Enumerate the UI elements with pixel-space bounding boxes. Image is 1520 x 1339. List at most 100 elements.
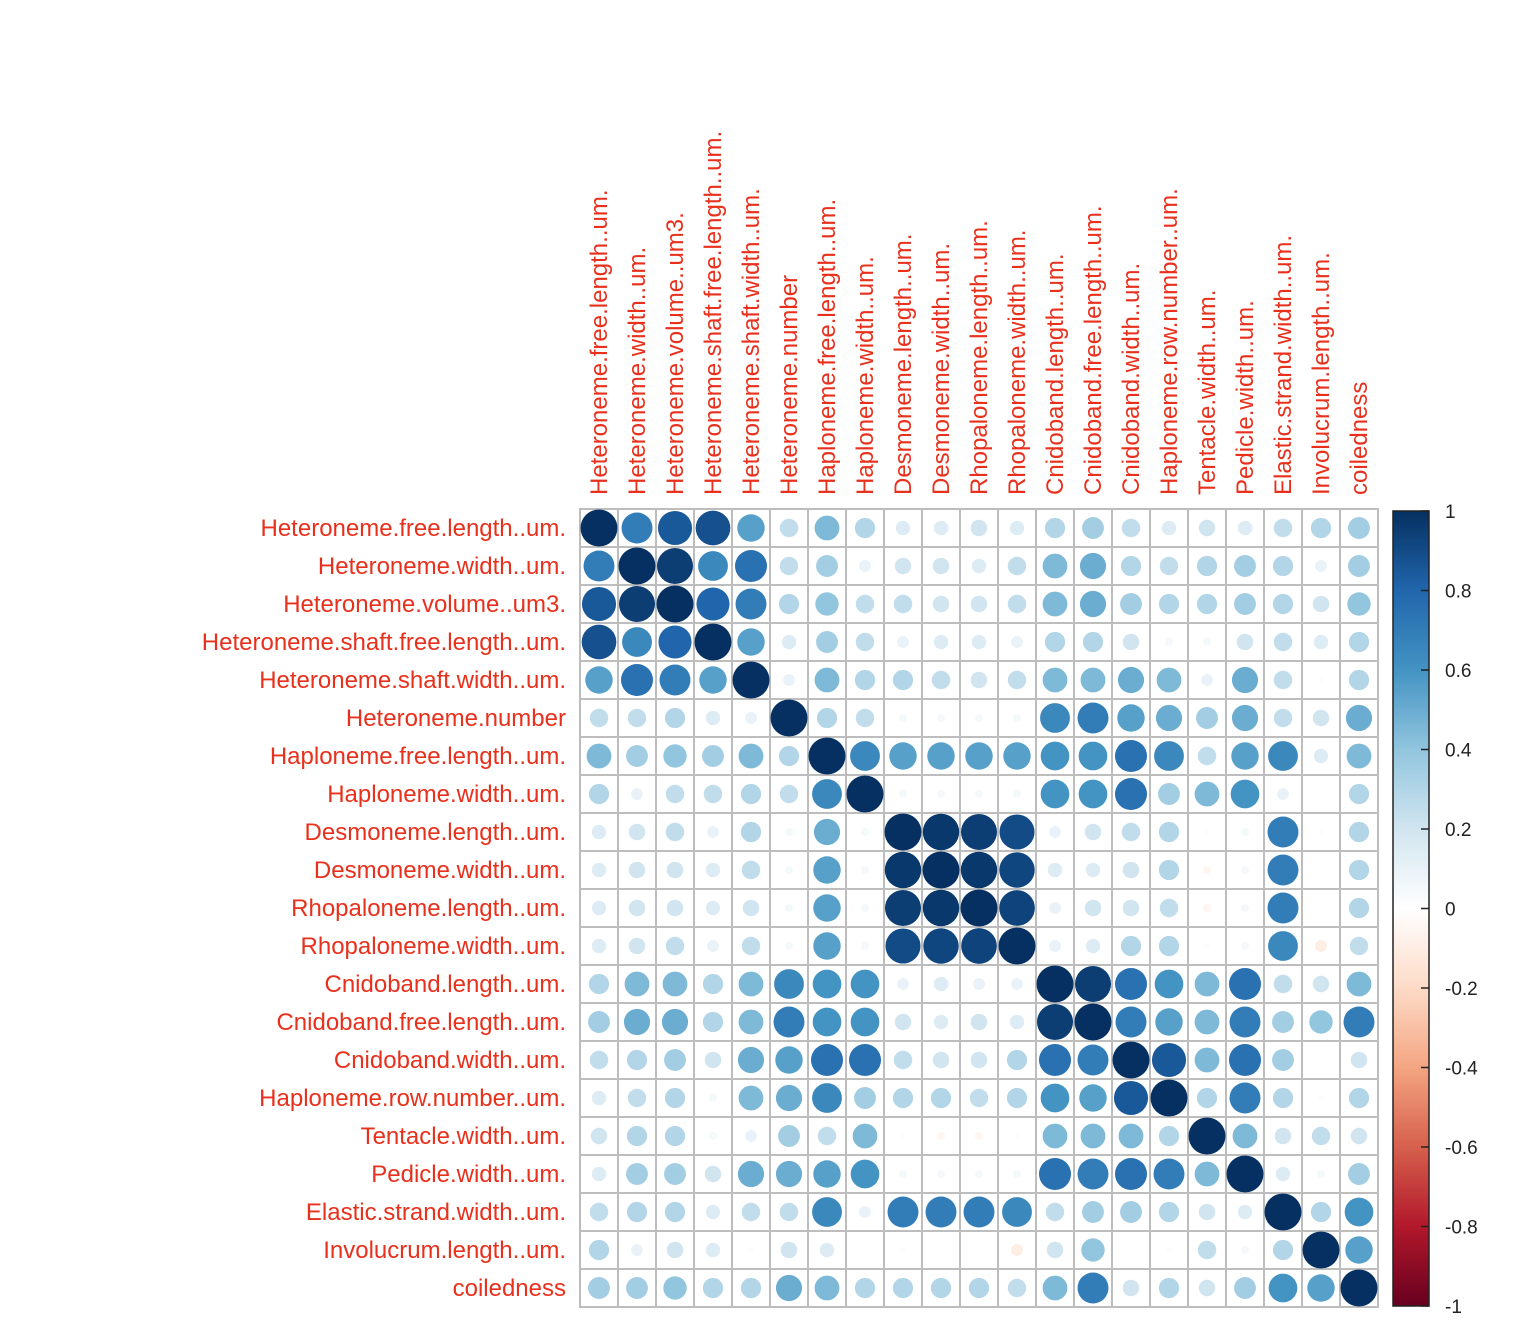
correlation-circle bbox=[812, 1197, 842, 1227]
correlation-circle bbox=[1121, 822, 1141, 842]
correlation-circle bbox=[1120, 935, 1142, 957]
row-label: Rhopaloneme.width..um. bbox=[301, 933, 566, 960]
correlation-circle bbox=[1202, 637, 1212, 647]
correlation-circle bbox=[784, 941, 794, 951]
correlation-circle bbox=[773, 1006, 805, 1038]
row-label: Involucrum.length..um. bbox=[323, 1237, 566, 1264]
correlation-circle bbox=[1007, 594, 1027, 614]
row-label: Heteroneme.shaft.free.length..um. bbox=[202, 629, 566, 656]
correlation-circle bbox=[1313, 748, 1329, 764]
correlation-circle bbox=[1198, 1203, 1216, 1221]
correlation-circle bbox=[860, 827, 870, 837]
correlation-circle bbox=[628, 899, 646, 917]
correlation-circle bbox=[745, 1130, 757, 1142]
correlation-circle bbox=[933, 520, 949, 536]
correlation-circle bbox=[970, 595, 988, 613]
column-label: Heteroneme.shaft.free.length..um. bbox=[700, 131, 727, 495]
correlation-circle bbox=[1350, 1127, 1368, 1145]
correlation-circle bbox=[1117, 666, 1145, 694]
correlation-circle bbox=[588, 1239, 610, 1261]
correlation-circle bbox=[1002, 1197, 1032, 1227]
correlation-circle bbox=[1078, 779, 1108, 809]
correlation-circle bbox=[1310, 517, 1332, 539]
correlation-circle bbox=[1085, 938, 1101, 954]
correlation-circle bbox=[893, 1050, 913, 1070]
correlation-circle bbox=[1309, 1010, 1333, 1034]
correlation-circle bbox=[815, 592, 839, 616]
correlation-circle bbox=[974, 1169, 984, 1179]
correlation-circle bbox=[1348, 517, 1370, 539]
correlation-circle bbox=[740, 783, 762, 805]
correlation-circle bbox=[1348, 1163, 1370, 1185]
correlation-circle bbox=[1164, 637, 1174, 647]
correlation-circle bbox=[1272, 1011, 1294, 1033]
colorbar-tick-label: 0.4 bbox=[1445, 741, 1472, 762]
correlation-circle bbox=[626, 1125, 648, 1147]
column-label: Elastic.strand.width..um. bbox=[1270, 235, 1297, 495]
correlation-circle bbox=[624, 971, 650, 997]
correlation-circle bbox=[1349, 936, 1369, 956]
correlation-circle bbox=[1231, 742, 1259, 770]
row-label: Cnidoband.width..um. bbox=[334, 1047, 566, 1074]
correlation-circle bbox=[1229, 1082, 1261, 1114]
colorbar-tick-label: 0.2 bbox=[1445, 820, 1471, 841]
column-label: Haploneme.free.length..um. bbox=[814, 199, 841, 495]
correlation-circle bbox=[1112, 1041, 1150, 1079]
correlation-circle bbox=[1273, 974, 1293, 994]
correlation-circle bbox=[970, 1051, 988, 1069]
correlation-circle bbox=[1237, 520, 1253, 536]
correlation-circle bbox=[933, 976, 949, 992]
correlation-circle bbox=[623, 1008, 651, 1036]
correlation-circle bbox=[745, 712, 757, 724]
colorbar-tick-label: 1 bbox=[1445, 502, 1456, 523]
correlation-circle bbox=[932, 557, 950, 575]
correlation-circle bbox=[854, 517, 876, 539]
correlation-circle bbox=[1310, 1201, 1332, 1223]
correlation-circle bbox=[1007, 1278, 1027, 1298]
colorbar-tick-label: 0 bbox=[1445, 900, 1456, 921]
correlation-circle bbox=[1318, 1095, 1324, 1101]
correlation-circle bbox=[925, 1196, 957, 1228]
correlation-circle bbox=[775, 1084, 803, 1112]
correlation-circle bbox=[1158, 1125, 1180, 1147]
correlation-circle bbox=[732, 661, 770, 699]
correlation-circle bbox=[775, 1046, 803, 1074]
correlation-circle bbox=[1277, 788, 1289, 800]
correlation-circle bbox=[1312, 709, 1330, 727]
correlation-circle bbox=[702, 1011, 724, 1033]
correlation-circle bbox=[1085, 862, 1101, 878]
row-label: Tentacle.width..um. bbox=[361, 1123, 566, 1150]
correlation-circle bbox=[817, 1126, 837, 1146]
correlation-circle bbox=[1267, 892, 1299, 924]
correlation-circle bbox=[1115, 1006, 1147, 1038]
correlation-circle bbox=[661, 1008, 689, 1036]
correlation-circle bbox=[894, 1013, 912, 1031]
correlation-circle bbox=[854, 1087, 876, 1109]
correlation-circle bbox=[1346, 743, 1372, 769]
correlation-circle bbox=[780, 1241, 798, 1259]
correlation-circle bbox=[1228, 967, 1262, 1001]
correlation-circle bbox=[812, 779, 842, 809]
row-label: Elastic.strand.width..um. bbox=[306, 1199, 566, 1226]
correlation-circle bbox=[702, 1277, 724, 1299]
correlation-circle bbox=[698, 551, 728, 581]
correlation-circle bbox=[663, 744, 687, 768]
correlation-circle bbox=[1230, 779, 1260, 809]
correlation-circle bbox=[1011, 978, 1023, 990]
correlation-circle bbox=[1036, 1003, 1074, 1041]
correlation-circle bbox=[932, 595, 950, 613]
correlation-circle bbox=[1114, 739, 1148, 773]
correlation-circle bbox=[1079, 590, 1107, 618]
correlation-circle bbox=[664, 707, 686, 729]
correlation-circle bbox=[1272, 1087, 1294, 1109]
correlation-circle bbox=[1344, 1197, 1374, 1227]
correlation-circle bbox=[1234, 593, 1256, 615]
correlation-circle bbox=[707, 826, 719, 838]
correlation-circle bbox=[1232, 1123, 1258, 1149]
correlation-circle bbox=[1274, 1127, 1292, 1145]
correlation-circle bbox=[1150, 1079, 1188, 1117]
correlation-circle bbox=[1114, 1157, 1148, 1191]
correlation-circle bbox=[930, 1277, 952, 1299]
correlation-circle bbox=[1114, 777, 1148, 811]
correlation-circle bbox=[859, 560, 871, 572]
